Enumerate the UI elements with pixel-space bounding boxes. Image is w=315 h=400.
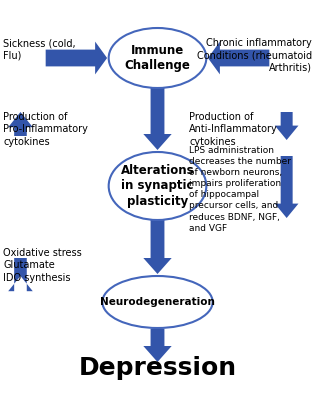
Polygon shape	[143, 88, 172, 150]
Text: Immune
Challenge: Immune Challenge	[124, 44, 191, 72]
Text: Alterations
in synaptic
plasticity: Alterations in synaptic plasticity	[121, 164, 194, 208]
Text: LPS administration
decreases the number
of newborn neurons,
impairs proliferatio: LPS administration decreases the number …	[189, 146, 291, 233]
Polygon shape	[208, 42, 269, 74]
Ellipse shape	[109, 152, 206, 220]
Text: Neurodegeneration: Neurodegeneration	[100, 297, 215, 307]
Polygon shape	[8, 258, 33, 291]
Text: Production of
Pro-Inflammatory
cytokines: Production of Pro-Inflammatory cytokines	[3, 112, 88, 147]
Text: Depression: Depression	[78, 356, 237, 380]
Text: Production of
Anti-Inflammatory
cytokines: Production of Anti-Inflammatory cytokine…	[189, 112, 278, 147]
Polygon shape	[8, 112, 33, 136]
Polygon shape	[143, 329, 172, 362]
Ellipse shape	[109, 28, 206, 88]
Polygon shape	[143, 220, 172, 274]
Polygon shape	[46, 42, 107, 74]
Text: Chronic inflammatory
Conditions (rheumatoid
Arthritis): Chronic inflammatory Conditions (rheumat…	[197, 38, 312, 73]
Polygon shape	[275, 112, 298, 140]
Text: Sickness (cold,
Flu): Sickness (cold, Flu)	[3, 38, 76, 60]
Ellipse shape	[102, 276, 213, 328]
Polygon shape	[275, 156, 298, 218]
Text: Oxidative stress
Glutamate
IDO synthesis: Oxidative stress Glutamate IDO synthesis	[3, 248, 82, 283]
